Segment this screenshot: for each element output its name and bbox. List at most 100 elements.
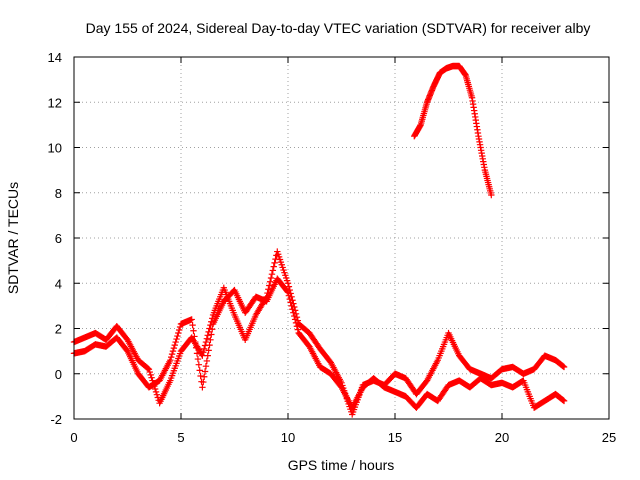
data-point-marker xyxy=(205,347,212,354)
data-point-marker xyxy=(168,350,176,358)
y-tick-label: 10 xyxy=(48,141,62,156)
data-point-marker xyxy=(289,306,296,313)
data-point-marker xyxy=(196,367,203,374)
data-point-marker xyxy=(201,368,209,375)
data-point-marker xyxy=(176,326,183,334)
data-point-marker xyxy=(291,312,298,320)
data-point-marker xyxy=(269,267,277,274)
data-point-marker xyxy=(194,355,202,363)
data-point-marker xyxy=(189,321,196,329)
data-point-marker xyxy=(202,338,210,346)
y-axis-label: SDTVAR / TECUs xyxy=(5,182,21,294)
data-point-marker xyxy=(200,373,208,380)
y-tick-label: 4 xyxy=(55,276,62,291)
y-tick-label: 8 xyxy=(55,186,62,201)
x-axis-label: GPS time / hours xyxy=(288,457,395,473)
x-tick-label: 5 xyxy=(177,430,184,445)
series-track-b xyxy=(70,275,568,411)
data-point-marker xyxy=(200,345,208,353)
data-point-marker xyxy=(171,341,178,349)
x-tick-label: 0 xyxy=(70,430,77,445)
data-point-marker xyxy=(167,353,175,361)
data-point-marker xyxy=(488,191,495,199)
data-point-marker xyxy=(284,280,292,287)
chart-title: Day 155 of 2024, Sidereal Day-to-day VTE… xyxy=(86,20,591,36)
data-point-marker xyxy=(203,357,211,365)
data-point-marker xyxy=(283,287,291,295)
series-track-a xyxy=(70,248,568,418)
data-point-marker xyxy=(294,326,302,333)
x-tick-label: 25 xyxy=(602,430,616,445)
data-point-marker xyxy=(560,397,568,405)
data-point-marker xyxy=(204,352,211,359)
data-point-marker xyxy=(200,349,207,356)
data-point-marker xyxy=(284,289,292,296)
data-point-marker xyxy=(146,368,153,376)
data-point-marker xyxy=(206,341,213,349)
grid-lines xyxy=(74,57,609,419)
data-point-marker xyxy=(145,366,153,373)
y-tick-label: 6 xyxy=(55,231,62,246)
data-point-marker xyxy=(188,316,195,323)
data-point-marker xyxy=(267,274,275,282)
data-point-marker xyxy=(147,371,154,379)
data-point-marker xyxy=(208,331,215,338)
data-point-marker xyxy=(291,316,299,323)
data-point-marker xyxy=(151,385,159,393)
data-point-marker xyxy=(271,259,278,267)
axis-ticks: 0 5 10 15 20 25 -2 0 2 4 6 8 10 12 14 xyxy=(48,50,617,445)
data-point-marker xyxy=(170,344,178,352)
data-point-marker xyxy=(270,263,277,270)
data-point-marker xyxy=(287,299,294,306)
data-point-marker xyxy=(176,323,184,331)
data-point-marker xyxy=(285,292,293,299)
data-point-marker xyxy=(144,365,152,372)
y-tick-label: 12 xyxy=(48,95,62,110)
data-point-marker xyxy=(268,271,276,278)
data-point-marker xyxy=(204,332,211,339)
data-point-marker xyxy=(169,347,177,355)
data-point-marker xyxy=(192,338,199,346)
data-point-marker xyxy=(285,283,293,290)
data-point-marker xyxy=(266,282,273,289)
data-point-marker xyxy=(288,302,295,310)
data-point-marker xyxy=(560,363,568,371)
data-point-marker xyxy=(192,344,200,351)
x-tick-label: 10 xyxy=(281,430,295,445)
data-point-marker xyxy=(174,332,181,340)
data-points xyxy=(70,62,568,418)
data-point-marker xyxy=(195,361,203,368)
data-point-marker xyxy=(202,363,210,370)
data-point-marker xyxy=(191,333,198,340)
data-point-marker xyxy=(172,338,179,346)
y-tick-label: -2 xyxy=(50,412,62,427)
data-point-marker xyxy=(175,329,182,337)
data-point-marker xyxy=(286,295,293,303)
data-point-marker xyxy=(207,336,214,344)
data-point-marker xyxy=(199,384,206,391)
data-point-marker xyxy=(199,352,206,359)
data-point-marker xyxy=(167,356,174,364)
y-tick-label: 2 xyxy=(55,322,62,337)
data-point-marker xyxy=(200,378,207,386)
data-point-marker xyxy=(290,309,297,316)
data-point-marker xyxy=(193,350,201,357)
data-point-marker xyxy=(197,372,204,380)
series-arc xyxy=(411,62,495,199)
x-tick-label: 15 xyxy=(388,430,402,445)
data-point-marker xyxy=(203,335,211,342)
y-tick-label: 14 xyxy=(48,50,62,65)
y-tick-label: 0 xyxy=(55,367,62,382)
data-point-marker xyxy=(152,388,160,396)
data-point-marker xyxy=(173,335,180,343)
data-point-marker xyxy=(293,323,301,330)
x-tick-label: 20 xyxy=(495,430,509,445)
data-point-marker xyxy=(266,278,274,285)
data-point-marker xyxy=(292,319,300,327)
data-point-marker xyxy=(148,374,155,381)
data-point-marker xyxy=(209,326,216,333)
data-point-marker xyxy=(190,327,197,334)
data-point-marker xyxy=(153,391,161,398)
